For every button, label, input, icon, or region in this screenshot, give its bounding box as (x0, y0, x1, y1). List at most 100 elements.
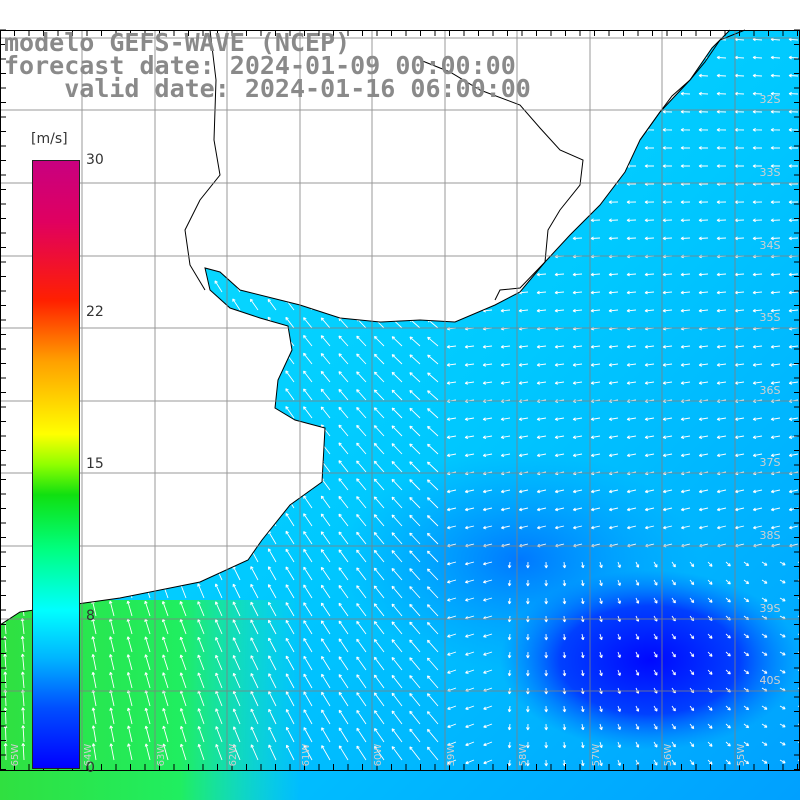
wind-arrow (698, 453, 709, 458)
wind-arrow (109, 743, 115, 761)
wind-arrow (20, 671, 25, 689)
wind-arrow (779, 723, 786, 728)
wind-arrow (562, 651, 567, 659)
wind-arrow (1, 314, 7, 329)
wind-arrow (108, 261, 115, 275)
wind-arrow (356, 709, 367, 725)
wind-arrow (536, 525, 547, 530)
wind-arrow (36, 118, 43, 131)
wind-arrow (373, 549, 385, 563)
wind-arrow (725, 561, 731, 567)
wind-arrow (526, 651, 530, 659)
wind-arrow (446, 128, 457, 132)
wind-arrow (500, 236, 511, 241)
wind-arrow (426, 621, 439, 635)
wind-arrow (617, 561, 621, 568)
wind-arrow (554, 200, 565, 204)
wind-arrow (374, 121, 385, 131)
wind-arrow (338, 584, 349, 599)
wind-arrow (518, 435, 529, 440)
wind-arrow (108, 493, 115, 509)
wind-arrow (689, 597, 695, 604)
wind-arrow (126, 493, 133, 509)
wind-arrow (285, 316, 295, 329)
wind-arrow (250, 601, 259, 617)
wind-arrow (338, 460, 349, 473)
wind-arrow (482, 146, 493, 150)
wind-arrow (599, 633, 603, 641)
wind-arrow (90, 136, 97, 149)
wind-arrow (680, 453, 691, 458)
wind-arrow (320, 228, 331, 239)
wind-arrow (427, 283, 439, 293)
wind-arrow (267, 298, 277, 311)
wind-arrow (232, 726, 241, 743)
wind-arrow (373, 407, 385, 419)
wind-arrow (161, 511, 169, 527)
wind-arrow (356, 638, 367, 653)
wind-arrow (285, 120, 295, 131)
wind-arrow (197, 565, 205, 581)
wind-arrow (500, 164, 510, 168)
wind-arrow (126, 422, 133, 437)
wind-arrow (797, 579, 800, 584)
wind-arrow (626, 381, 637, 385)
wind-arrow (72, 118, 79, 131)
wind-arrow (446, 579, 457, 584)
wind-arrow (232, 298, 241, 311)
wind-arrow (250, 673, 259, 689)
wind-arrow (662, 146, 673, 150)
wind-arrow (320, 620, 331, 635)
wind-arrow (179, 244, 187, 257)
wind-arrow (707, 723, 713, 729)
wind-arrow (338, 656, 349, 671)
wind-arrow (465, 597, 475, 602)
wind-arrow (608, 453, 619, 458)
wind-arrow (644, 109, 655, 114)
wind-arrow (179, 119, 187, 131)
wind-arrow (249, 191, 259, 203)
wind-arrow (267, 459, 277, 473)
wind-arrow (320, 121, 331, 131)
wind-arrow (90, 190, 97, 203)
wind-arrow (338, 192, 349, 203)
wind-arrow (572, 290, 583, 295)
wind-arrow (391, 478, 403, 491)
wind-arrow (232, 316, 241, 329)
wind-arrow (2, 439, 7, 455)
wind-arrow (143, 458, 151, 473)
wind-arrow (20, 510, 25, 527)
wind-arrow (338, 549, 349, 563)
wind-arrow (285, 477, 295, 491)
wind-arrow (779, 741, 786, 746)
wind-arrow (20, 564, 25, 581)
wind-arrow (653, 597, 658, 604)
wind-arrow (144, 529, 151, 545)
lat-label: 40S (760, 674, 781, 687)
wind-arrow (572, 507, 583, 512)
wind-arrow (716, 200, 727, 204)
wind-arrow (572, 73, 583, 78)
wind-arrow (482, 579, 493, 584)
wind-arrow (662, 128, 673, 132)
wind-arrow (698, 507, 709, 512)
wind-arrow (427, 140, 439, 149)
wind-arrow (338, 121, 349, 131)
wind-arrow (644, 344, 655, 349)
wind-arrow (716, 453, 727, 458)
wind-arrow (707, 705, 713, 711)
wind-arrow (373, 478, 385, 491)
wind-arrow (662, 344, 673, 349)
wind-arrow (391, 336, 403, 347)
wind-arrow (338, 139, 349, 149)
lagoa-coast (639, 29, 746, 141)
wind-arrow (526, 723, 530, 731)
wind-arrow (108, 315, 115, 329)
wind-arrow (161, 422, 169, 437)
wind-arrow (267, 566, 277, 581)
wind-arrow (788, 381, 799, 385)
wind-arrow (374, 264, 385, 275)
wind-arrow (196, 369, 205, 383)
wind-arrow (770, 272, 781, 277)
wind-arrow (250, 655, 259, 671)
